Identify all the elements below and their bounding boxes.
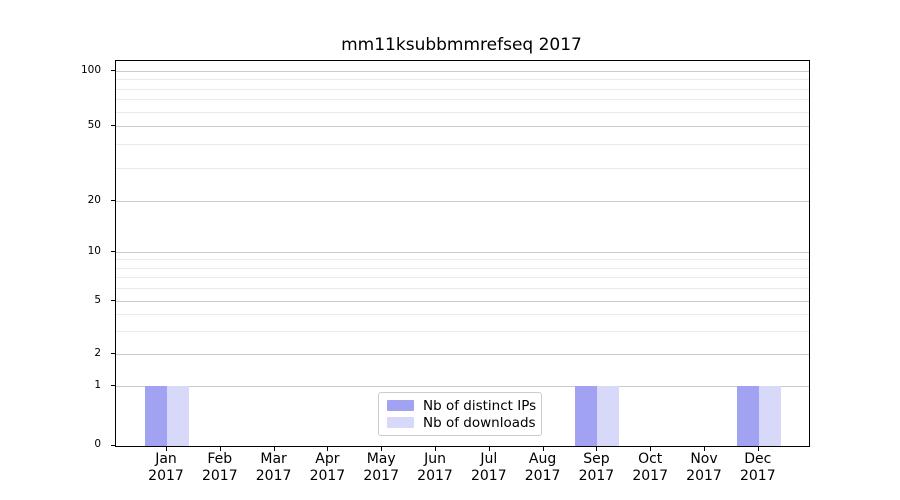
bar-distinct-ips	[145, 386, 167, 446]
y-tick-mark	[111, 385, 115, 386]
x-tick-label-nov: Nov 2017	[672, 451, 736, 485]
x-tick-label-sep: Sep 2017	[564, 451, 628, 485]
x-tick-label-jan: Jan 2017	[134, 451, 198, 485]
x-tick-label-feb: Feb 2017	[188, 451, 252, 485]
y-tick-label: 5	[94, 293, 101, 306]
bar-distinct-ips	[736, 386, 759, 446]
y-tick-mark	[111, 300, 115, 301]
x-tick-year: 2017	[739, 468, 776, 484]
y-gridline-major	[116, 126, 809, 127]
x-tick-mark	[166, 447, 167, 451]
x-tick-mark	[757, 447, 759, 451]
y-tick-label: 1	[94, 378, 101, 391]
x-tick-month: Sep	[583, 451, 610, 467]
x-tick-mark	[381, 447, 383, 451]
y-gridline-minor	[116, 144, 809, 146]
x-tick-year: 2017	[470, 468, 507, 484]
y-gridline-minor	[116, 79, 809, 81]
x-tick-month: Nov	[690, 451, 718, 467]
x-tick-month: Jun	[424, 451, 446, 467]
y-gridline-major	[116, 252, 809, 253]
x-tick-year: 2017	[255, 468, 292, 484]
x-tick-year: 2017	[578, 468, 615, 484]
y-tick-label: 100	[80, 63, 101, 76]
y-gridline-minor	[116, 167, 809, 169]
y-tick-label: 10	[87, 244, 101, 257]
legend-row-distinct-ips: Nb of distinct IPs	[387, 397, 537, 414]
x-tick-mark	[704, 447, 705, 451]
chart-title: mm11ksubbmmrefseq 2017	[341, 35, 582, 55]
y-tick-mark	[111, 251, 115, 252]
bar-distinct-ips	[575, 386, 598, 446]
legend-swatch-downloads	[387, 417, 414, 428]
bar-downloads	[597, 386, 620, 446]
y-gridline-major	[116, 386, 809, 387]
x-tick-year: 2017	[632, 468, 668, 484]
y-gridline-minor	[116, 88, 809, 90]
x-tick-month: Oct	[638, 451, 663, 467]
y-tick-mark	[111, 200, 115, 201]
x-tick-month: Jan	[155, 451, 177, 467]
x-tick-year: 2017	[363, 468, 399, 484]
legend-label-distinct-ips: Nb of distinct IPs	[423, 397, 537, 414]
x-tick-mark	[219, 447, 221, 451]
x-tick-mark	[327, 447, 329, 451]
x-tick-label-jun: Jun 2017	[403, 451, 467, 485]
x-tick-label-aug: Aug 2017	[511, 451, 575, 485]
x-tick-label-apr: Apr 2017	[295, 451, 359, 485]
legend-swatch-distinct-ips	[387, 400, 414, 411]
x-tick-label-dec: Dec 2017	[726, 451, 790, 485]
y-gridline-major	[116, 71, 809, 72]
x-tick-month: Apr	[315, 451, 340, 467]
y-tick-mark	[111, 70, 115, 71]
x-tick-label-mar: Mar 2017	[242, 451, 306, 485]
bar-downloads	[758, 386, 781, 446]
x-tick-year: 2017	[524, 468, 561, 484]
x-tick-year: 2017	[148, 468, 184, 484]
x-tick-month: May	[366, 451, 396, 467]
x-tick-year: 2017	[417, 468, 453, 484]
y-gridline-minor	[116, 313, 809, 315]
x-tick-year: 2017	[201, 468, 238, 484]
x-tick-month: Jul	[480, 451, 498, 467]
x-tick-mark	[596, 447, 598, 451]
y-gridline-minor	[116, 330, 809, 332]
y-gridline-minor	[116, 99, 809, 101]
x-tick-mark	[650, 447, 652, 451]
y-gridline-minor	[116, 259, 809, 261]
y-gridline-major	[116, 354, 809, 355]
x-tick-mark	[488, 447, 490, 451]
y-gridline-major	[116, 301, 809, 302]
x-tick-year: 2017	[686, 468, 722, 484]
x-tick-month: Aug	[528, 451, 557, 467]
y-gridline-minor	[116, 277, 809, 279]
x-tick-mark	[542, 447, 544, 451]
legend-label-downloads: Nb of downloads	[423, 414, 536, 431]
y-tick-mark	[111, 125, 115, 126]
y-tick-label: 20	[87, 193, 101, 206]
bar-downloads	[167, 386, 189, 446]
legend-row-downloads: Nb of downloads	[387, 414, 536, 431]
y-gridline-minor	[116, 288, 809, 290]
x-tick-month: Dec	[744, 451, 772, 467]
x-tick-month: Mar	[260, 451, 287, 467]
x-tick-label-may: May 2017	[349, 451, 413, 485]
y-gridline-major	[116, 201, 809, 202]
y-tick-label: 2	[94, 346, 101, 359]
legend: Nb of distinct IPs Nb of downloads	[378, 392, 542, 436]
y-tick-mark	[111, 444, 115, 446]
y-tick-label: 0	[94, 438, 101, 450]
plot-area	[115, 60, 810, 447]
x-tick-month: Feb	[207, 451, 233, 467]
x-tick-label-jul: Jul 2017	[457, 451, 521, 485]
y-gridline-minor	[116, 111, 809, 113]
y-tick-mark	[111, 353, 115, 354]
x-tick-year: 2017	[309, 468, 346, 484]
x-tick-label-oct: Oct 2017	[618, 451, 682, 485]
x-tick-mark	[435, 447, 436, 451]
y-tick-label: 50	[87, 118, 101, 131]
y-gridline-minor	[116, 267, 809, 269]
x-tick-mark	[273, 447, 275, 451]
